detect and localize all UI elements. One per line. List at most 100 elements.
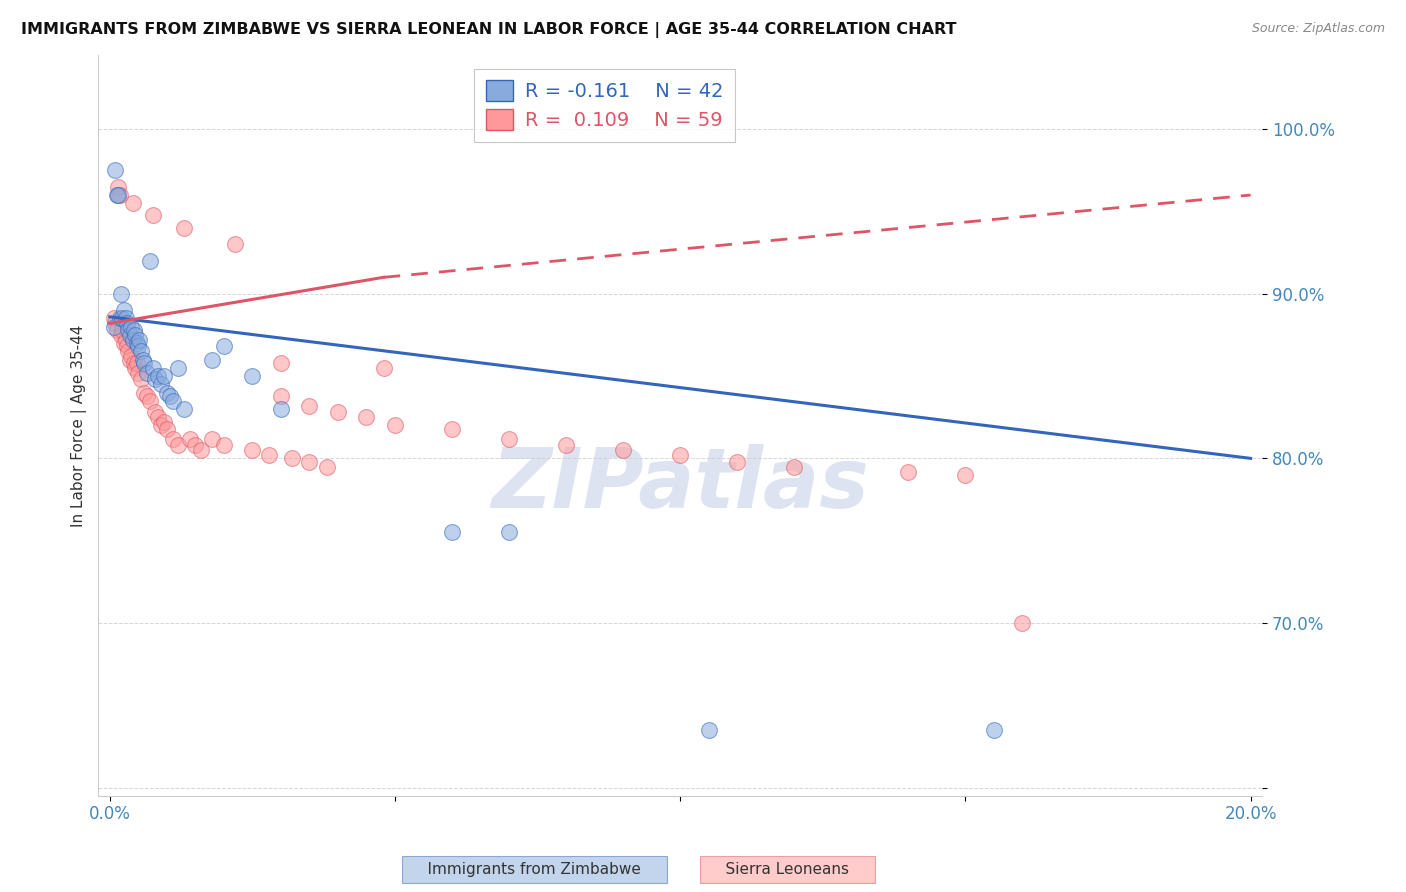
Point xyxy=(783,459,806,474)
Point xyxy=(145,372,167,386)
Point xyxy=(141,208,163,222)
Point xyxy=(138,393,160,408)
Point xyxy=(104,163,127,178)
Point xyxy=(127,356,149,370)
Point xyxy=(150,377,173,392)
Point xyxy=(107,179,129,194)
Point xyxy=(111,311,134,326)
Y-axis label: In Labor Force | Age 35-44: In Labor Force | Age 35-44 xyxy=(72,325,87,526)
Point xyxy=(117,344,139,359)
Point xyxy=(114,311,136,326)
Point xyxy=(148,369,170,384)
Point xyxy=(373,360,395,375)
Point xyxy=(173,402,195,417)
Point xyxy=(212,438,235,452)
Point xyxy=(162,393,184,408)
Point xyxy=(224,237,246,252)
Point xyxy=(103,319,125,334)
Point xyxy=(110,286,132,301)
Point xyxy=(156,422,179,436)
Point xyxy=(259,448,281,462)
Point xyxy=(141,360,163,375)
Point xyxy=(440,422,463,436)
Point xyxy=(124,327,146,342)
Point xyxy=(127,366,149,380)
Point xyxy=(124,360,146,375)
Point xyxy=(270,402,292,417)
Point xyxy=(156,385,179,400)
Point xyxy=(1011,615,1033,630)
Point xyxy=(326,405,349,419)
Point xyxy=(129,372,152,386)
Point xyxy=(129,344,152,359)
Text: Source: ZipAtlas.com: Source: ZipAtlas.com xyxy=(1251,22,1385,36)
Legend: R = -0.161    N = 42, R =  0.109    N = 59: R = -0.161 N = 42, R = 0.109 N = 59 xyxy=(474,69,735,142)
Point xyxy=(121,333,143,347)
Point xyxy=(498,525,520,540)
Point xyxy=(315,459,337,474)
Point xyxy=(145,405,167,419)
Point xyxy=(356,410,378,425)
Point xyxy=(132,352,155,367)
Point xyxy=(115,339,138,353)
Point xyxy=(112,336,135,351)
Point xyxy=(115,317,138,331)
Point xyxy=(118,327,141,342)
Point xyxy=(190,443,212,458)
Point xyxy=(121,196,143,211)
Point xyxy=(114,333,136,347)
Point xyxy=(184,438,207,452)
Point xyxy=(108,188,131,202)
Point xyxy=(201,432,224,446)
Point xyxy=(498,432,520,446)
Point xyxy=(240,443,263,458)
Point xyxy=(107,188,129,202)
Point xyxy=(117,323,139,337)
Point xyxy=(983,723,1005,737)
Point xyxy=(167,360,190,375)
Point xyxy=(612,443,634,458)
Point xyxy=(122,356,145,370)
Point xyxy=(122,323,145,337)
Point xyxy=(128,333,150,347)
Point xyxy=(270,389,292,403)
Text: IMMIGRANTS FROM ZIMBABWE VS SIERRA LEONEAN IN LABOR FORCE | AGE 35-44 CORRELATIO: IMMIGRANTS FROM ZIMBABWE VS SIERRA LEONE… xyxy=(21,22,956,38)
Point xyxy=(135,389,157,403)
Point xyxy=(167,438,190,452)
Point xyxy=(725,455,748,469)
Point xyxy=(103,311,125,326)
Point xyxy=(281,451,304,466)
Point xyxy=(127,336,149,351)
Point xyxy=(173,221,195,235)
Point xyxy=(897,465,920,479)
Point xyxy=(150,418,173,433)
Point xyxy=(270,356,292,370)
Point xyxy=(108,311,131,326)
Point xyxy=(127,339,149,353)
Point xyxy=(159,389,181,403)
Point xyxy=(162,432,184,446)
Point xyxy=(153,369,176,384)
Text: Immigrants from Zimbabwe: Immigrants from Zimbabwe xyxy=(408,863,661,877)
Point xyxy=(179,432,201,446)
Point xyxy=(440,525,463,540)
Point xyxy=(240,369,263,384)
Point xyxy=(555,438,578,452)
Point xyxy=(135,366,157,380)
Point xyxy=(112,303,135,318)
Point xyxy=(669,448,692,462)
Point xyxy=(105,188,128,202)
Point xyxy=(153,415,176,429)
Point xyxy=(111,323,134,337)
Point xyxy=(201,352,224,367)
Point xyxy=(212,339,235,353)
Point xyxy=(697,723,720,737)
Point xyxy=(138,253,160,268)
Point xyxy=(104,317,127,331)
Point xyxy=(105,323,128,337)
Point xyxy=(298,455,321,469)
Text: ZIPatlas: ZIPatlas xyxy=(491,444,869,525)
Point xyxy=(384,418,406,433)
Point xyxy=(955,467,977,482)
Point xyxy=(298,399,321,413)
